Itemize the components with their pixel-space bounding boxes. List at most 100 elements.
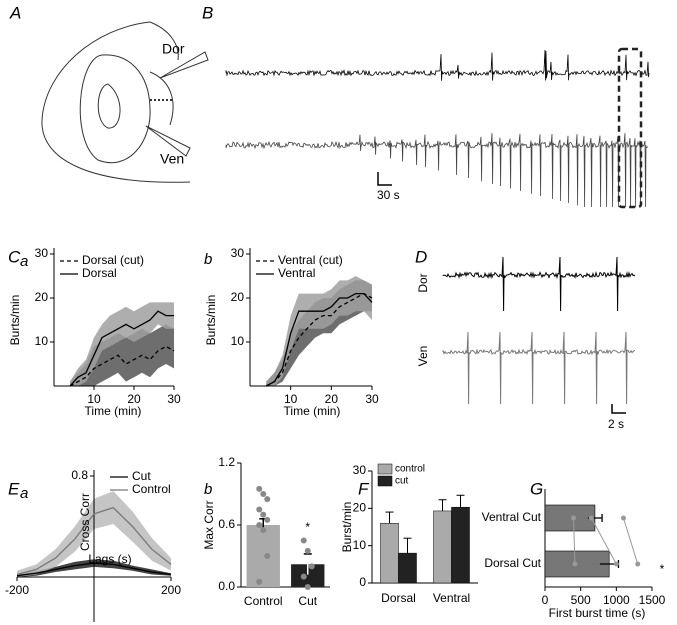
panel-label: F [358,479,370,498]
x-tick-label: 30 [167,392,181,406]
line [69,345,175,387]
highlight-box [617,47,643,209]
y-tick-label: 30 [353,463,367,477]
y-tick-label: 10 [353,538,367,552]
axis-title: Burts/min [204,295,218,346]
axis-title: First burst time (s) [549,606,646,620]
legend-swatch [377,475,393,487]
data-point [256,522,263,528]
y-tick-label: 0.0 [218,579,235,593]
trace [442,331,636,405]
data-point [256,506,263,513]
data-point [260,527,267,534]
bar [380,523,399,584]
bar [291,564,325,587]
bar [544,504,596,532]
cord-center [97,83,121,129]
y-tick-label: 1.2 [218,455,235,469]
panel-label: C [8,247,21,266]
x-tick-label: 20 [325,392,339,406]
panel-label: G [530,479,543,498]
data-point [260,491,267,497]
line [16,562,172,577]
trace-label: Ven [416,346,430,367]
electrode [159,51,209,79]
data-point [300,537,307,544]
data-point [588,515,594,521]
panel-label: A [9,3,21,22]
legend-label: Ventral [278,266,315,280]
axis-title: Max Corr [202,500,216,549]
error-band [17,491,171,577]
line [265,292,373,387]
y-tick-label: 20 [231,290,245,304]
cord [79,54,151,164]
x-tick-label: Cut [298,594,317,608]
data-point [572,561,578,567]
schematic [41,21,209,183]
bar [451,506,470,584]
scale-label: 30 s [377,188,400,202]
y-tick-label: Dorsal Cut [484,556,541,570]
y-tick-label: 10 [35,334,49,348]
x-tick-label: Control [244,594,283,608]
trace-label: Dor [416,273,430,292]
pair-line [573,517,576,565]
electrode-label: Dor [162,41,185,57]
outline [41,21,191,183]
pair-line [590,517,617,565]
line [69,310,174,387]
scale-bar [611,404,626,414]
annotation: * [305,520,310,534]
panel-sublabel: b [204,251,212,268]
bar [433,510,452,584]
legend-swatch [377,463,393,475]
y-tick-label: 10 [231,334,245,348]
y-tick-label: 20 [35,290,49,304]
x-tick-label: 1000 [603,593,630,607]
panel-label: D [415,247,427,266]
x-tick-label: 0 [542,593,549,607]
legend-label: control [395,464,425,475]
y-tick-label: 0.8 [71,468,88,482]
legend-label: cut [395,476,409,487]
axis-title: Burts/min [8,295,22,346]
scale-label: 2 s [608,417,624,431]
data-point [304,584,311,590]
panel-label: B [202,3,213,22]
axis-title: Time (min) [85,404,142,418]
outline [149,21,179,61]
data-point [264,496,271,503]
x-tick-label: Ventral [433,591,470,605]
trace [442,256,636,312]
x-tick-label: 10 [284,392,298,406]
data-point [308,563,315,570]
electrode-label: Ven [160,151,184,167]
error-band [70,302,174,386]
x-tick-label: -200 [5,583,29,597]
data-point [256,578,263,585]
panel-sublabel: a [20,253,28,270]
pair-line [622,517,639,565]
y-tick-label: 0 [359,575,366,589]
x-tick-label: 1500 [639,593,666,607]
x-tick-label: Dorsal [381,591,416,605]
data-point [571,515,577,521]
data-point [304,547,311,554]
y-tick-label: Ventral Cut [482,510,542,524]
data-point [620,515,626,521]
scale-bar [377,172,392,186]
legend-label: Cut [132,469,151,483]
axis-title: Time (min) [284,404,341,418]
panel-label: E [8,479,20,498]
x-tick-label: 500 [571,593,591,607]
axis-title: Burst/min [340,502,354,553]
panel-sublabel: a [20,485,28,502]
data-point [256,485,263,492]
y-tick-label: 30 [231,246,245,260]
bar [246,525,280,587]
legend-label: Ventral (cut) [278,253,343,267]
x-tick-label: 10 [87,392,101,406]
